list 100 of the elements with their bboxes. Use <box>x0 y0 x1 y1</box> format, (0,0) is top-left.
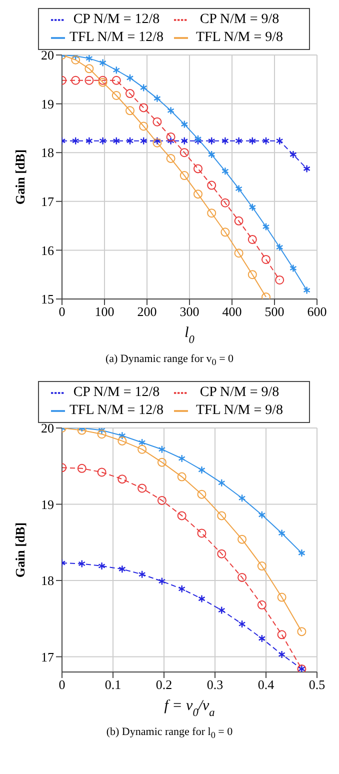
point <box>197 528 206 538</box>
legend-label: CP N/M = 12/8 <box>72 384 161 402</box>
point <box>278 529 286 538</box>
point <box>138 570 146 579</box>
point <box>157 496 166 506</box>
y-tick-label: 19 <box>41 497 54 512</box>
point <box>97 468 106 477</box>
point <box>220 228 230 237</box>
point <box>71 55 80 64</box>
point <box>222 167 229 176</box>
point <box>208 150 216 159</box>
text: (a) Dynamic range for v$_{0}$ = 0 <box>104 353 235 368</box>
point <box>207 180 216 190</box>
y-axis-title: Gain [dB] <box>12 149 28 205</box>
point <box>262 136 270 145</box>
point <box>86 136 93 145</box>
point <box>198 466 206 474</box>
point <box>218 478 226 488</box>
point <box>77 428 86 435</box>
point <box>126 106 134 116</box>
y-tick-label: 20 <box>41 420 54 436</box>
legend-label: TFL N/M = 12/8 <box>69 402 164 420</box>
point <box>218 606 226 615</box>
y-tick-label: 15 <box>41 292 54 307</box>
point <box>238 620 246 628</box>
point <box>248 234 257 244</box>
x-tick-label: 400 <box>222 304 242 320</box>
point <box>86 55 93 63</box>
point <box>118 474 127 484</box>
x-tick-label: 100 <box>94 304 114 320</box>
point <box>257 600 266 610</box>
x-axis-title: f = v$_{0}$/v$_{a}$ <box>164 698 216 720</box>
point <box>167 136 174 145</box>
point <box>158 577 166 586</box>
point <box>139 103 148 112</box>
legend-label: TFL N/M = 9/8 <box>194 29 284 47</box>
x-tick-label: 0.2 <box>156 677 172 692</box>
point <box>140 136 148 145</box>
point <box>178 454 186 463</box>
point <box>257 562 266 571</box>
x-tick-label: 0.3 <box>206 677 224 692</box>
point <box>298 549 306 558</box>
legend-label: TFL N/M = 9/8 <box>194 402 284 420</box>
y-tick-label: 20 <box>41 48 54 63</box>
point <box>207 208 216 218</box>
point <box>97 430 106 439</box>
point <box>262 222 270 231</box>
point <box>140 84 148 92</box>
legend-label: CP N/M = 12/8 <box>72 11 161 29</box>
point <box>112 66 120 74</box>
point <box>258 511 266 520</box>
point <box>248 270 257 280</box>
y-axis-title: Gain [dB] <box>12 522 28 578</box>
point <box>180 148 189 158</box>
point <box>178 584 186 594</box>
point <box>180 120 188 128</box>
point <box>198 594 206 604</box>
point <box>208 136 216 145</box>
x-tick-label: 0.4 <box>258 677 275 692</box>
point <box>290 150 297 159</box>
point <box>138 445 147 454</box>
point <box>194 164 202 174</box>
point <box>303 164 310 173</box>
point <box>258 634 266 643</box>
point <box>276 243 284 252</box>
point <box>138 438 146 447</box>
point <box>238 494 246 502</box>
point <box>78 560 86 568</box>
x-tick-label: 0.5 <box>308 677 326 692</box>
point <box>157 458 166 467</box>
point <box>234 248 244 258</box>
point <box>154 136 161 145</box>
y-tick-label: 17 <box>41 650 54 665</box>
point <box>290 264 297 272</box>
point <box>235 136 242 145</box>
y-tick-label: 17 <box>41 194 54 210</box>
y-tick-label: 18 <box>41 573 54 588</box>
point <box>126 136 134 145</box>
point <box>118 565 126 574</box>
point <box>152 138 162 148</box>
point <box>234 216 244 226</box>
point <box>77 464 86 474</box>
point <box>197 490 206 500</box>
point <box>297 627 306 636</box>
x-tick-label: 600 <box>307 304 327 320</box>
point <box>98 562 106 570</box>
legend-label: TFL N/M = 12/8 <box>69 29 164 47</box>
point <box>112 136 120 145</box>
point <box>84 64 94 74</box>
point <box>112 76 121 85</box>
point <box>152 117 162 126</box>
legend-label: CP N/M = 9/8 <box>198 11 280 29</box>
point <box>166 132 176 142</box>
point <box>118 436 127 446</box>
y-tick-label: 18 <box>41 145 54 160</box>
point <box>154 94 161 103</box>
point <box>177 472 186 482</box>
legend-label: CP N/M = 9/8 <box>198 384 280 402</box>
y-tick-label: 16 <box>41 242 54 258</box>
point <box>99 136 106 145</box>
